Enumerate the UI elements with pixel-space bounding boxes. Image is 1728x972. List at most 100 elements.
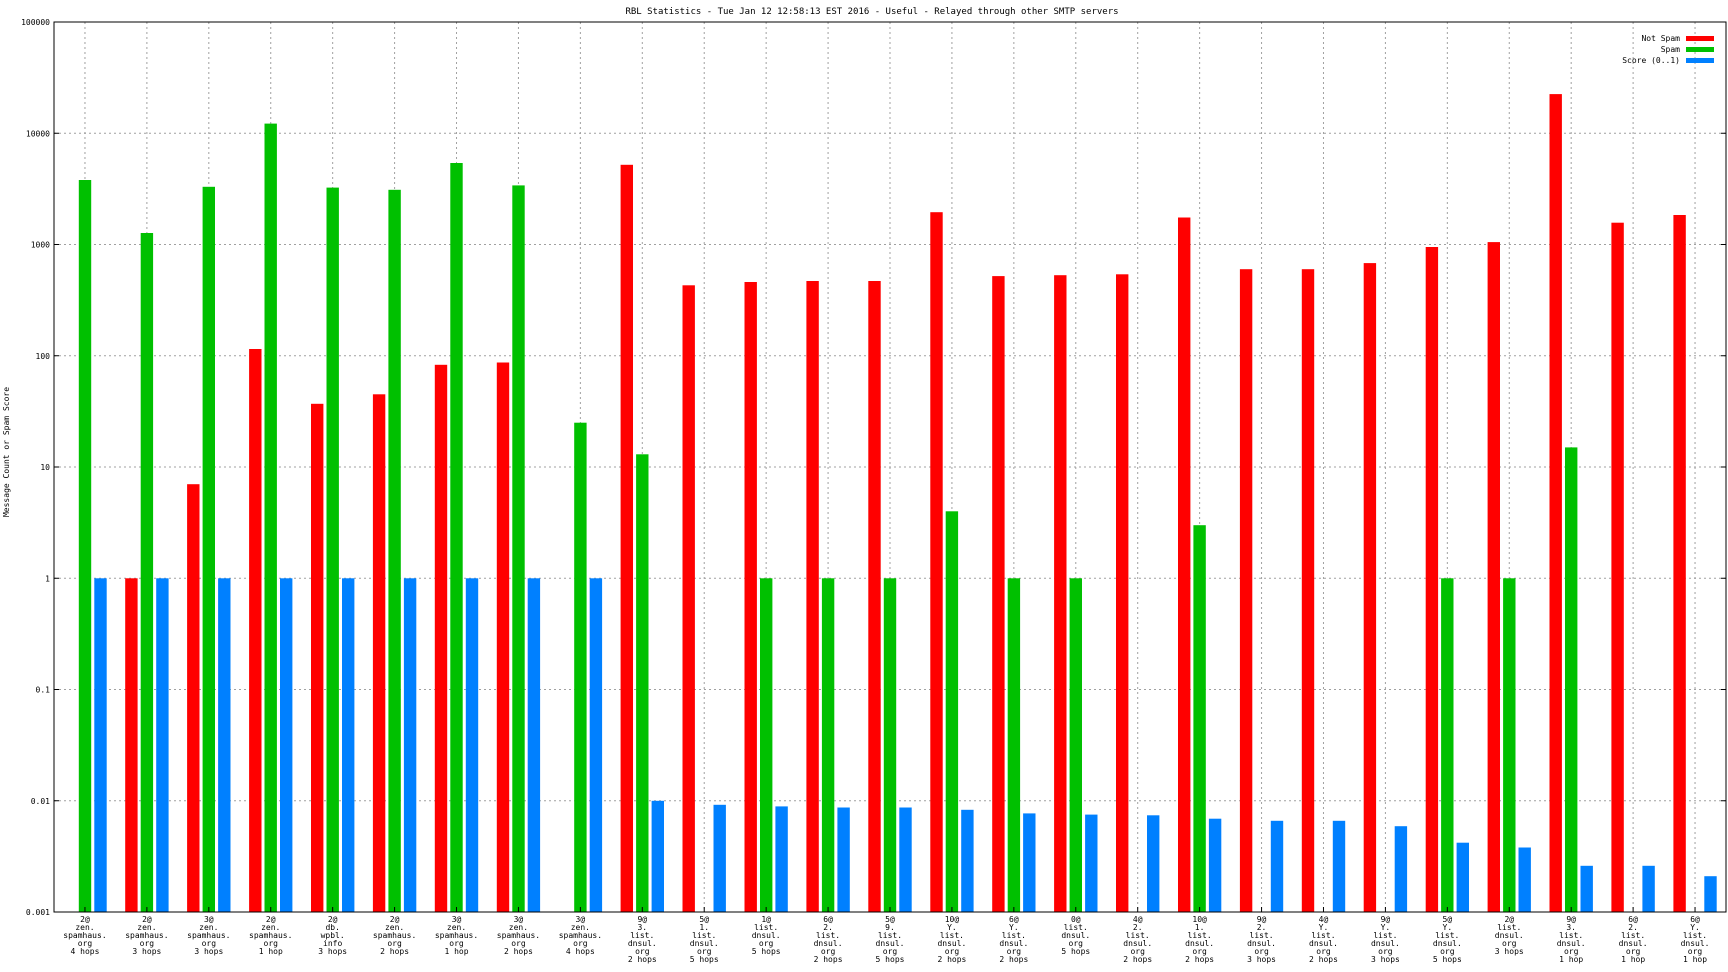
y-tick-label: 0.001 xyxy=(26,908,50,917)
x-tick-label-line: list. xyxy=(1002,931,1026,940)
x-tick-label: 5@ Y. list. dnsul. org 5 hops xyxy=(1433,915,1462,964)
x-tick-label-line: 5 hops xyxy=(1061,947,1090,956)
x-tick-label: 10@ 1. list. dnsul. org 2 hops xyxy=(1185,915,1214,964)
legend-swatch xyxy=(1686,58,1714,63)
x-tick-label-line: 4@ xyxy=(1319,915,1329,924)
bar-score-0-1 xyxy=(1332,820,1346,912)
x-tick-label-line: org xyxy=(1069,939,1084,948)
legend-label: Not Spam xyxy=(1641,34,1680,43)
bar-score-0-1 xyxy=(156,578,169,913)
x-tick-label-line: org xyxy=(1688,947,1703,956)
x-tick-label-line: 2 hops xyxy=(628,955,657,964)
x-tick-label: 6@ Y. list. dnsul. org 2 hops xyxy=(999,915,1028,964)
legend-swatch xyxy=(1686,47,1714,52)
bar-score-0-1 xyxy=(1023,813,1036,912)
x-tick-label-line: list. xyxy=(1621,931,1645,940)
x-tick-label-line: 3. xyxy=(1566,923,1576,932)
x-tick-label-line: Y. xyxy=(1443,923,1453,932)
x-tick-label-line: 1. xyxy=(699,923,709,932)
x-tick-label-line: dnsul. xyxy=(1309,939,1338,948)
x-tick-label-line: org xyxy=(264,939,279,948)
x-tick-label-line: dnsul. xyxy=(1061,931,1090,940)
x-tick-label: 3@ zen. spamhaus. org 1 hop xyxy=(435,915,478,956)
x-tick-label-line: Y. xyxy=(1690,923,1700,932)
x-tick-label-line: 2 hops xyxy=(937,955,966,964)
bar-score-0-1 xyxy=(218,578,231,913)
x-tick-label-line: dnsul. xyxy=(1371,939,1400,948)
x-tick-label: 4@ Y. list. dnsul. org 2 hops xyxy=(1309,915,1338,964)
x-tick-label-line: 3@ xyxy=(514,915,524,924)
x-tick-label: 3@ zen. spamhaus. org 4 hops xyxy=(559,915,602,956)
bar-not-spam xyxy=(496,362,510,912)
x-tick-label-line: spamhaus. xyxy=(435,931,478,940)
x-tick-label: 9@ 3. list. dnsul. org 1 hop xyxy=(1557,915,1586,964)
x-tick-label-line: 1 hop xyxy=(1683,955,1707,964)
bar-score-0-1 xyxy=(775,806,788,912)
y-tick-label: 1 xyxy=(45,574,50,583)
x-tick-label-line: zen. xyxy=(571,923,590,932)
x-tick-label-line: org xyxy=(635,947,650,956)
bar-score-0-1 xyxy=(1085,814,1098,912)
x-tick-label-line: list. xyxy=(1126,931,1150,940)
x-tick-label-line: info xyxy=(323,939,342,948)
x-tick-label-line: Y. xyxy=(947,923,957,932)
bar-spam xyxy=(450,163,463,912)
x-tick-label-line: org xyxy=(759,939,774,948)
bar-not-spam xyxy=(1239,269,1253,912)
bar-score-0-1 xyxy=(1456,842,1469,912)
bar-not-spam xyxy=(1178,217,1191,912)
x-tick-label: 0@ list. dnsul. org 5 hops xyxy=(1061,915,1090,956)
x-tick-label-line: list. xyxy=(816,931,840,940)
x-tick-label-line: 2. xyxy=(1257,923,1267,932)
x-tick-label-line: 10@ xyxy=(1192,915,1207,924)
bar-not-spam xyxy=(1611,222,1624,912)
bar-score-0-1 xyxy=(1580,865,1593,912)
y-tick-label: 100 xyxy=(36,352,51,361)
bar-score-0-1 xyxy=(1394,826,1408,912)
x-tick-label-line: list. xyxy=(754,923,778,932)
x-tick-label-line: 3 hops xyxy=(1495,947,1524,956)
x-tick-label: 2@ list. dnsul. org 3 hops xyxy=(1495,915,1524,956)
bar-not-spam xyxy=(1363,263,1377,913)
x-tick-label-line: 3@ xyxy=(576,915,586,924)
x-tick-label: 3@ zen. spamhaus. org 3 hops xyxy=(187,915,230,956)
bar-spam xyxy=(945,511,959,912)
bar-not-spam xyxy=(744,282,757,912)
x-tick-label-line: 4@ xyxy=(1133,915,1143,924)
bar-spam xyxy=(821,578,835,913)
x-tick-label-line: list. xyxy=(1064,923,1088,932)
y-tick-label: 1000 xyxy=(31,241,50,250)
x-tick-label-line: zen. xyxy=(509,923,528,932)
x-tick-label-line: list. xyxy=(692,931,716,940)
x-tick-label-line: 2@ xyxy=(328,915,338,924)
bar-score-0-1 xyxy=(94,578,107,913)
x-tick-label-line: org xyxy=(511,939,526,948)
x-tick-label-line: dnsul. xyxy=(690,939,719,948)
x-tick-label-line: dnsul. xyxy=(628,939,657,948)
x-tick-label-line: org xyxy=(821,947,836,956)
x-tick-label-line: Y. xyxy=(1009,923,1019,932)
bar-not-spam xyxy=(682,285,695,912)
x-tick-label-line: org xyxy=(202,939,217,948)
x-tick-label-line: org xyxy=(1502,939,1517,948)
bar-score-0-1 xyxy=(465,578,479,913)
x-tick-label-line: org xyxy=(573,939,588,948)
x-tick-label-line: 2 hops xyxy=(1309,955,1338,964)
legend-label: Score (0..1) xyxy=(1622,56,1680,65)
x-tick-label-line: 2 hops xyxy=(1123,955,1152,964)
x-tick-label-line: zen. xyxy=(447,923,466,932)
x-tick-label-line: org xyxy=(449,939,464,948)
x-tick-label-line: list. xyxy=(1373,931,1397,940)
x-tick-label-line: 2 hops xyxy=(380,947,409,956)
bar-not-spam xyxy=(992,276,1005,913)
x-tick-label-line: 9. xyxy=(885,923,895,932)
x-tick-label-line: dnsul. xyxy=(876,939,905,948)
x-tick-label-line: 2@ xyxy=(80,915,90,924)
x-tick-label-line: 5@ xyxy=(699,915,709,924)
bar-spam xyxy=(264,123,277,913)
x-tick-label-line: dnsul. xyxy=(1557,939,1586,948)
x-tick-label: 2@ zen. spamhaus. org 1 hop xyxy=(249,915,292,956)
bar-not-spam xyxy=(434,364,448,912)
bar-score-0-1 xyxy=(342,578,355,913)
x-tick-label-line: org xyxy=(1007,947,1022,956)
